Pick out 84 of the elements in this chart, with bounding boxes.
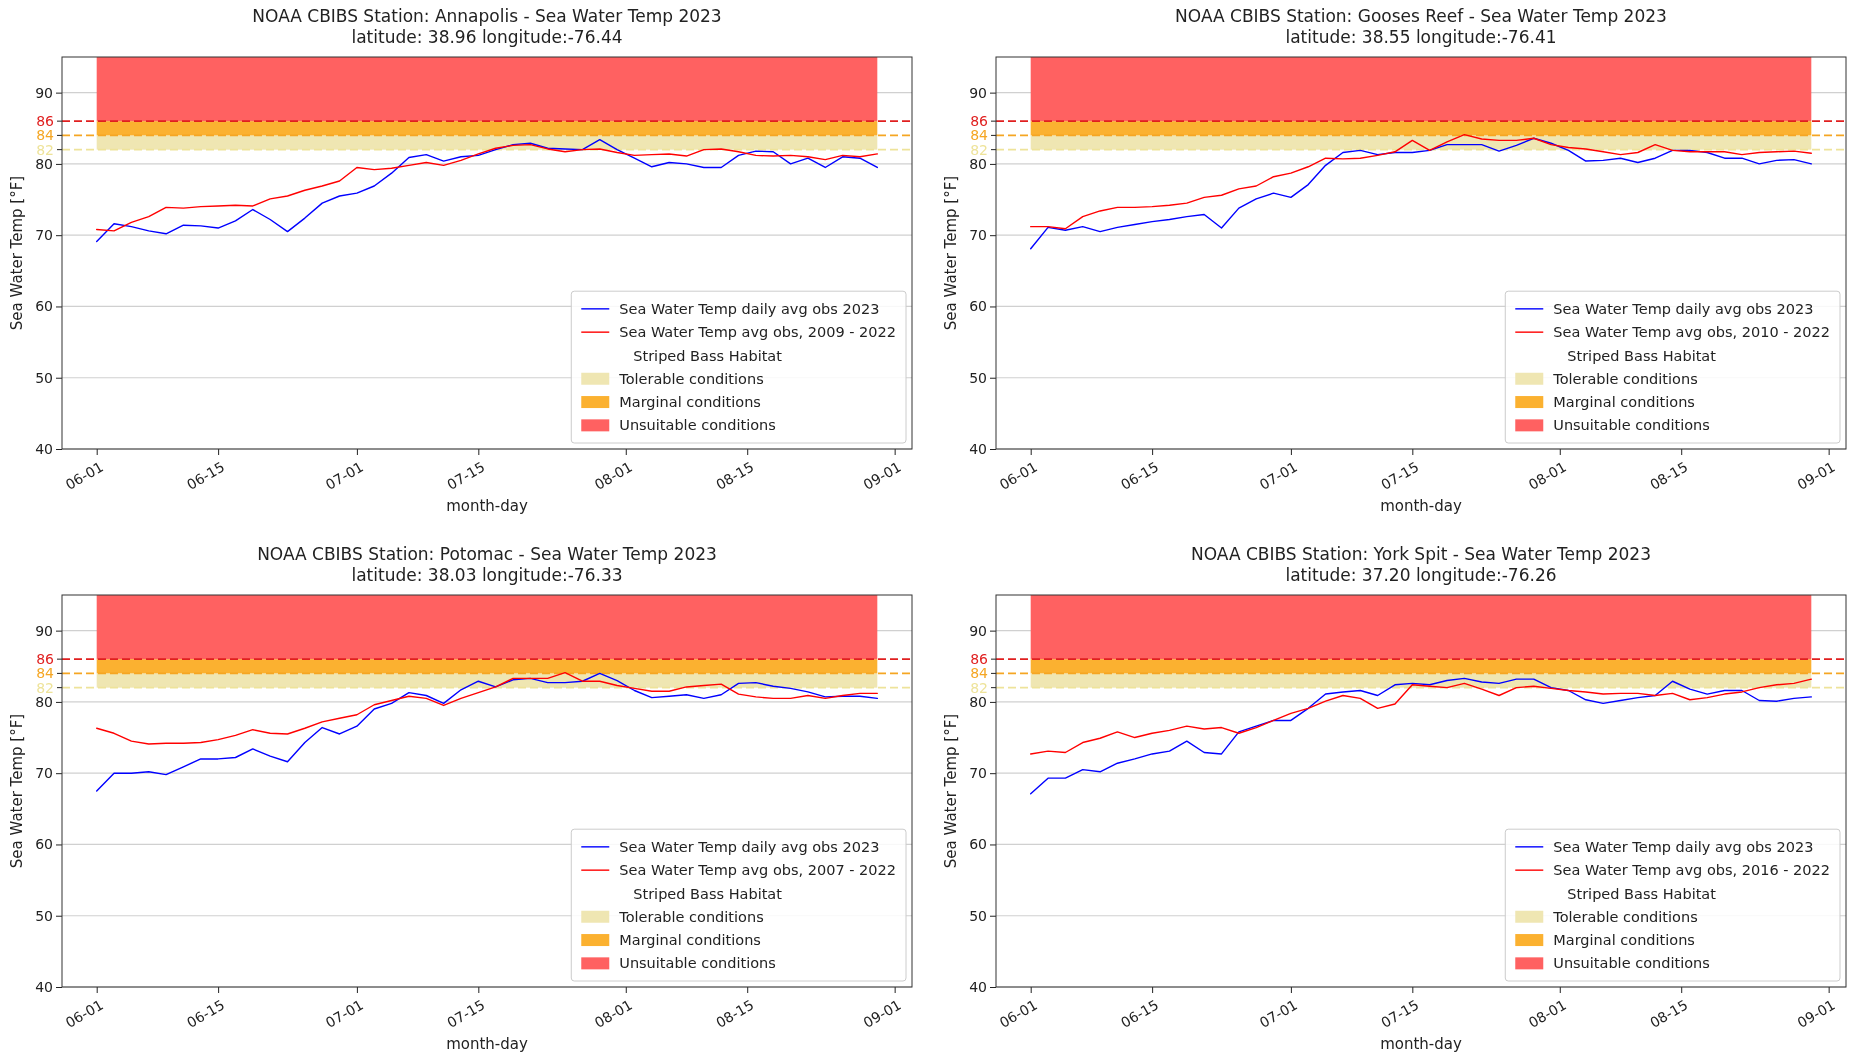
legend-label: Sea Water Temp daily avg obs 2023 xyxy=(619,300,880,317)
legend-label: Marginal conditions xyxy=(1553,394,1695,411)
ref-line-label: 86 xyxy=(970,651,989,668)
legend-label: Tolerable conditions xyxy=(1552,370,1698,387)
y-tick-label: 50 xyxy=(969,907,987,924)
line-series xyxy=(95,143,879,232)
chart-title: NOAA CBIBS Station: Gooses Reef - Sea Water Temp 2023 xyxy=(1175,6,1667,26)
legend-label: Sea Water Temp daily avg obs 2023 xyxy=(1553,838,1814,855)
ref-line-label: 84 xyxy=(36,665,55,682)
legend-label: Tolerable conditions xyxy=(1552,908,1698,925)
y-axis-title: Sea Water Temp [°F] xyxy=(8,175,26,331)
y-tick-label: 70 xyxy=(35,227,53,244)
line-series xyxy=(95,672,879,792)
y-tick-label: 60 xyxy=(969,836,987,853)
legend-label: Unsuitable conditions xyxy=(1553,955,1710,972)
y-tick-label: 50 xyxy=(35,369,53,386)
x-axis-title: month-day xyxy=(1380,1035,1462,1053)
legend-label: Unsuitable conditions xyxy=(619,417,776,434)
legend-title: Striped Bass Habitat xyxy=(633,347,783,364)
line-series xyxy=(1029,137,1813,250)
x-axis-title: month-day xyxy=(1380,497,1462,515)
y-tick-label: 40 xyxy=(35,440,53,457)
y-axis-title: Sea Water Temp [°F] xyxy=(8,713,26,869)
ref-line-label: 84 xyxy=(970,127,989,144)
y-axis-title: Sea Water Temp [°F] xyxy=(942,175,960,331)
x-axis-title: month-day xyxy=(446,497,528,515)
chart-subtitle: latitude: 38.96 longitude:-76.44 xyxy=(351,27,623,47)
legend-label: Sea Water Temp avg obs, 2007 - 2022 xyxy=(619,862,896,879)
line-series xyxy=(95,138,879,243)
legend-label: Sea Water Temp avg obs, 2010 - 2022 xyxy=(1553,324,1830,341)
chart-title: NOAA CBIBS Station: Potomac - Sea Water Temp 2023 xyxy=(257,544,717,564)
chart-subtitle: latitude: 38.55 longitude:-76.41 xyxy=(1285,27,1557,47)
ref-line-label: 82 xyxy=(36,679,54,696)
y-tick-label: 80 xyxy=(969,155,987,172)
ref-line-label: 82 xyxy=(970,141,988,158)
legend-title: Striped Bass Habitat xyxy=(1567,347,1717,364)
line-series xyxy=(1029,133,1813,230)
y-tick-label: 80 xyxy=(35,693,53,710)
line-series xyxy=(1029,677,1813,795)
y-tick-label: 90 xyxy=(35,84,53,101)
ref-line-label: 86 xyxy=(36,651,55,668)
legend-title: Striped Bass Habitat xyxy=(633,885,783,902)
legend-label: Tolerable conditions xyxy=(618,908,764,925)
legend-label: Unsuitable conditions xyxy=(1553,417,1710,434)
y-tick-label: 60 xyxy=(969,298,987,315)
legend-label: Marginal conditions xyxy=(619,932,761,949)
legend-label: Unsuitable conditions xyxy=(619,955,776,972)
legend-label: Marginal conditions xyxy=(1553,932,1695,949)
y-tick-label: 90 xyxy=(969,622,987,639)
y-tick-label: 90 xyxy=(35,622,53,639)
legend-label: Sea Water Temp daily avg obs 2023 xyxy=(1553,300,1814,317)
y-tick-label: 70 xyxy=(969,227,987,244)
line-series xyxy=(95,671,879,745)
y-tick-label: 40 xyxy=(35,978,53,995)
legend-label: Sea Water Temp avg obs, 2009 - 2022 xyxy=(619,324,896,341)
y-tick-label: 70 xyxy=(969,765,987,782)
ref-line-label: 84 xyxy=(970,665,989,682)
y-tick-label: 60 xyxy=(35,836,53,853)
chart-title: NOAA CBIBS Station: York Spit - Sea Water Temp 2023 xyxy=(1191,544,1651,564)
y-tick-label: 50 xyxy=(969,369,987,386)
legend-label: Marginal conditions xyxy=(619,394,761,411)
ref-line-label: 86 xyxy=(36,113,55,130)
chart-subtitle: latitude: 38.03 longitude:-76.33 xyxy=(351,565,623,585)
ref-line-label: 82 xyxy=(970,679,988,696)
y-tick-label: 80 xyxy=(35,155,53,172)
legend-label: Tolerable conditions xyxy=(618,370,764,387)
y-tick-label: 60 xyxy=(35,298,53,315)
chart-title: NOAA CBIBS Station: Annapolis - Sea Water Temp 2023 xyxy=(252,6,722,26)
y-tick-label: 90 xyxy=(969,84,987,101)
legend-label: Sea Water Temp avg obs, 2016 - 2022 xyxy=(1553,862,1830,879)
line-series xyxy=(1029,678,1813,755)
y-tick-label: 50 xyxy=(35,907,53,924)
y-tick-label: 40 xyxy=(969,440,987,457)
chart-subtitle: latitude: 37.20 longitude:-76.26 xyxy=(1285,565,1557,585)
ref-line-label: 82 xyxy=(36,141,54,158)
legend-title: Striped Bass Habitat xyxy=(1567,885,1717,902)
y-tick-label: 80 xyxy=(969,693,987,710)
x-axis-title: month-day xyxy=(446,1035,528,1053)
ref-line-label: 86 xyxy=(970,113,989,130)
y-tick-label: 70 xyxy=(35,765,53,782)
y-axis-title: Sea Water Temp [°F] xyxy=(942,713,960,869)
legend-label: Sea Water Temp daily avg obs 2023 xyxy=(619,838,880,855)
y-tick-label: 40 xyxy=(969,978,987,995)
ref-line-label: 84 xyxy=(36,127,55,144)
